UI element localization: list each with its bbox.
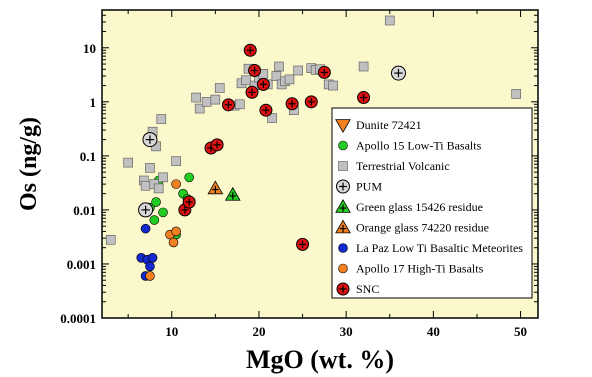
plot-frame <box>101 9 539 319</box>
data-point <box>384 15 395 26</box>
data-point <box>184 172 194 183</box>
data-point <box>194 103 205 114</box>
data-point <box>201 97 212 107</box>
x-axis-title: MgO (wt. %) <box>246 345 394 374</box>
data-point <box>214 83 225 93</box>
data-point <box>182 195 196 209</box>
data-point <box>171 156 181 166</box>
data-point <box>210 94 221 105</box>
data-point <box>138 202 154 218</box>
legend-marker <box>336 179 350 194</box>
data-point <box>145 271 155 281</box>
legend-label: PUM <box>356 180 382 194</box>
y-axis-title: Os (ng/g) <box>16 117 42 211</box>
data-point <box>207 180 224 195</box>
x-tick-label: 50 <box>514 324 527 339</box>
data-point <box>274 61 284 72</box>
data-point <box>224 186 241 201</box>
y-tick-label: 1 <box>90 95 97 110</box>
data-point <box>241 75 251 86</box>
data-point <box>145 261 155 272</box>
legend-label: La Paz Low Ti Basaltic Meteorites <box>356 241 523 255</box>
legend-label: SNC <box>356 282 379 296</box>
data-point <box>248 63 262 77</box>
legend-label: Terrestrial Volcanic <box>356 159 450 173</box>
data-point <box>156 114 167 124</box>
data-point <box>145 163 155 173</box>
data-point <box>171 179 181 189</box>
data-points <box>105 15 522 281</box>
data-point <box>153 183 164 194</box>
data-point <box>328 80 338 91</box>
data-point <box>511 89 522 99</box>
y-tick-label: 0.0001 <box>60 311 96 326</box>
data-point <box>390 65 406 81</box>
legend-box <box>331 107 533 299</box>
data-point <box>147 252 158 263</box>
legend-label: Apollo 15 Low-Ti Basalts <box>356 139 482 153</box>
data-point <box>256 77 270 91</box>
legend-marker <box>335 119 351 134</box>
legend-label: Apollo 17 High-Ti Basalts <box>356 262 484 276</box>
x-tick-label: 30 <box>340 324 353 339</box>
data-point <box>296 237 310 251</box>
y-tick-label: 0.1 <box>80 149 96 164</box>
data-point <box>358 61 369 72</box>
y-tick-label: 0.01 <box>73 203 96 218</box>
y-tick-label: 0.001 <box>67 257 96 272</box>
legend-marker <box>335 198 351 213</box>
x-tick-label: 20 <box>252 324 265 339</box>
data-point <box>210 138 224 152</box>
data-point <box>293 65 304 76</box>
data-point <box>140 223 151 234</box>
data-point <box>151 197 161 207</box>
legend-marker <box>338 263 348 274</box>
legend-marker <box>338 161 348 171</box>
legend-label: Green glass 15426 residue <box>356 200 483 214</box>
legend-marker <box>336 282 350 296</box>
data-point <box>221 98 235 112</box>
data-point <box>191 92 201 103</box>
data-point <box>285 97 299 111</box>
legend-label: Dunite 72421 <box>356 118 422 132</box>
x-tick-label: 40 <box>427 324 440 339</box>
data-point <box>105 234 116 245</box>
legend-marker <box>338 243 348 253</box>
data-point <box>168 237 179 248</box>
data-point <box>267 113 277 123</box>
legend: Dunite 72421 Apollo 15 Low-Ti Basalts Terr… <box>331 107 533 299</box>
x-tick-label: 10 <box>165 324 178 339</box>
data-point <box>271 71 282 81</box>
data-point <box>158 207 168 218</box>
data-point <box>304 95 318 109</box>
data-point <box>158 172 168 183</box>
data-point <box>357 91 371 105</box>
data-point <box>142 132 158 148</box>
legend-marker <box>338 140 348 151</box>
legend-marker <box>335 219 351 234</box>
data-point <box>234 99 245 110</box>
data-point <box>243 43 257 57</box>
data-point <box>123 157 133 168</box>
data-point <box>245 85 259 99</box>
legend-label: Orange glass 74220 residue <box>356 221 489 235</box>
data-point <box>140 180 151 191</box>
axis-ticks: 10 20 30 40 50 0.0001 0.001 0.01 0.1 1 10 <box>60 9 538 339</box>
y-tick-label: 10 <box>83 41 96 56</box>
data-point <box>259 103 273 117</box>
data-point <box>171 226 181 237</box>
data-point <box>284 74 295 85</box>
data-point <box>149 215 160 225</box>
data-point <box>317 65 331 79</box>
